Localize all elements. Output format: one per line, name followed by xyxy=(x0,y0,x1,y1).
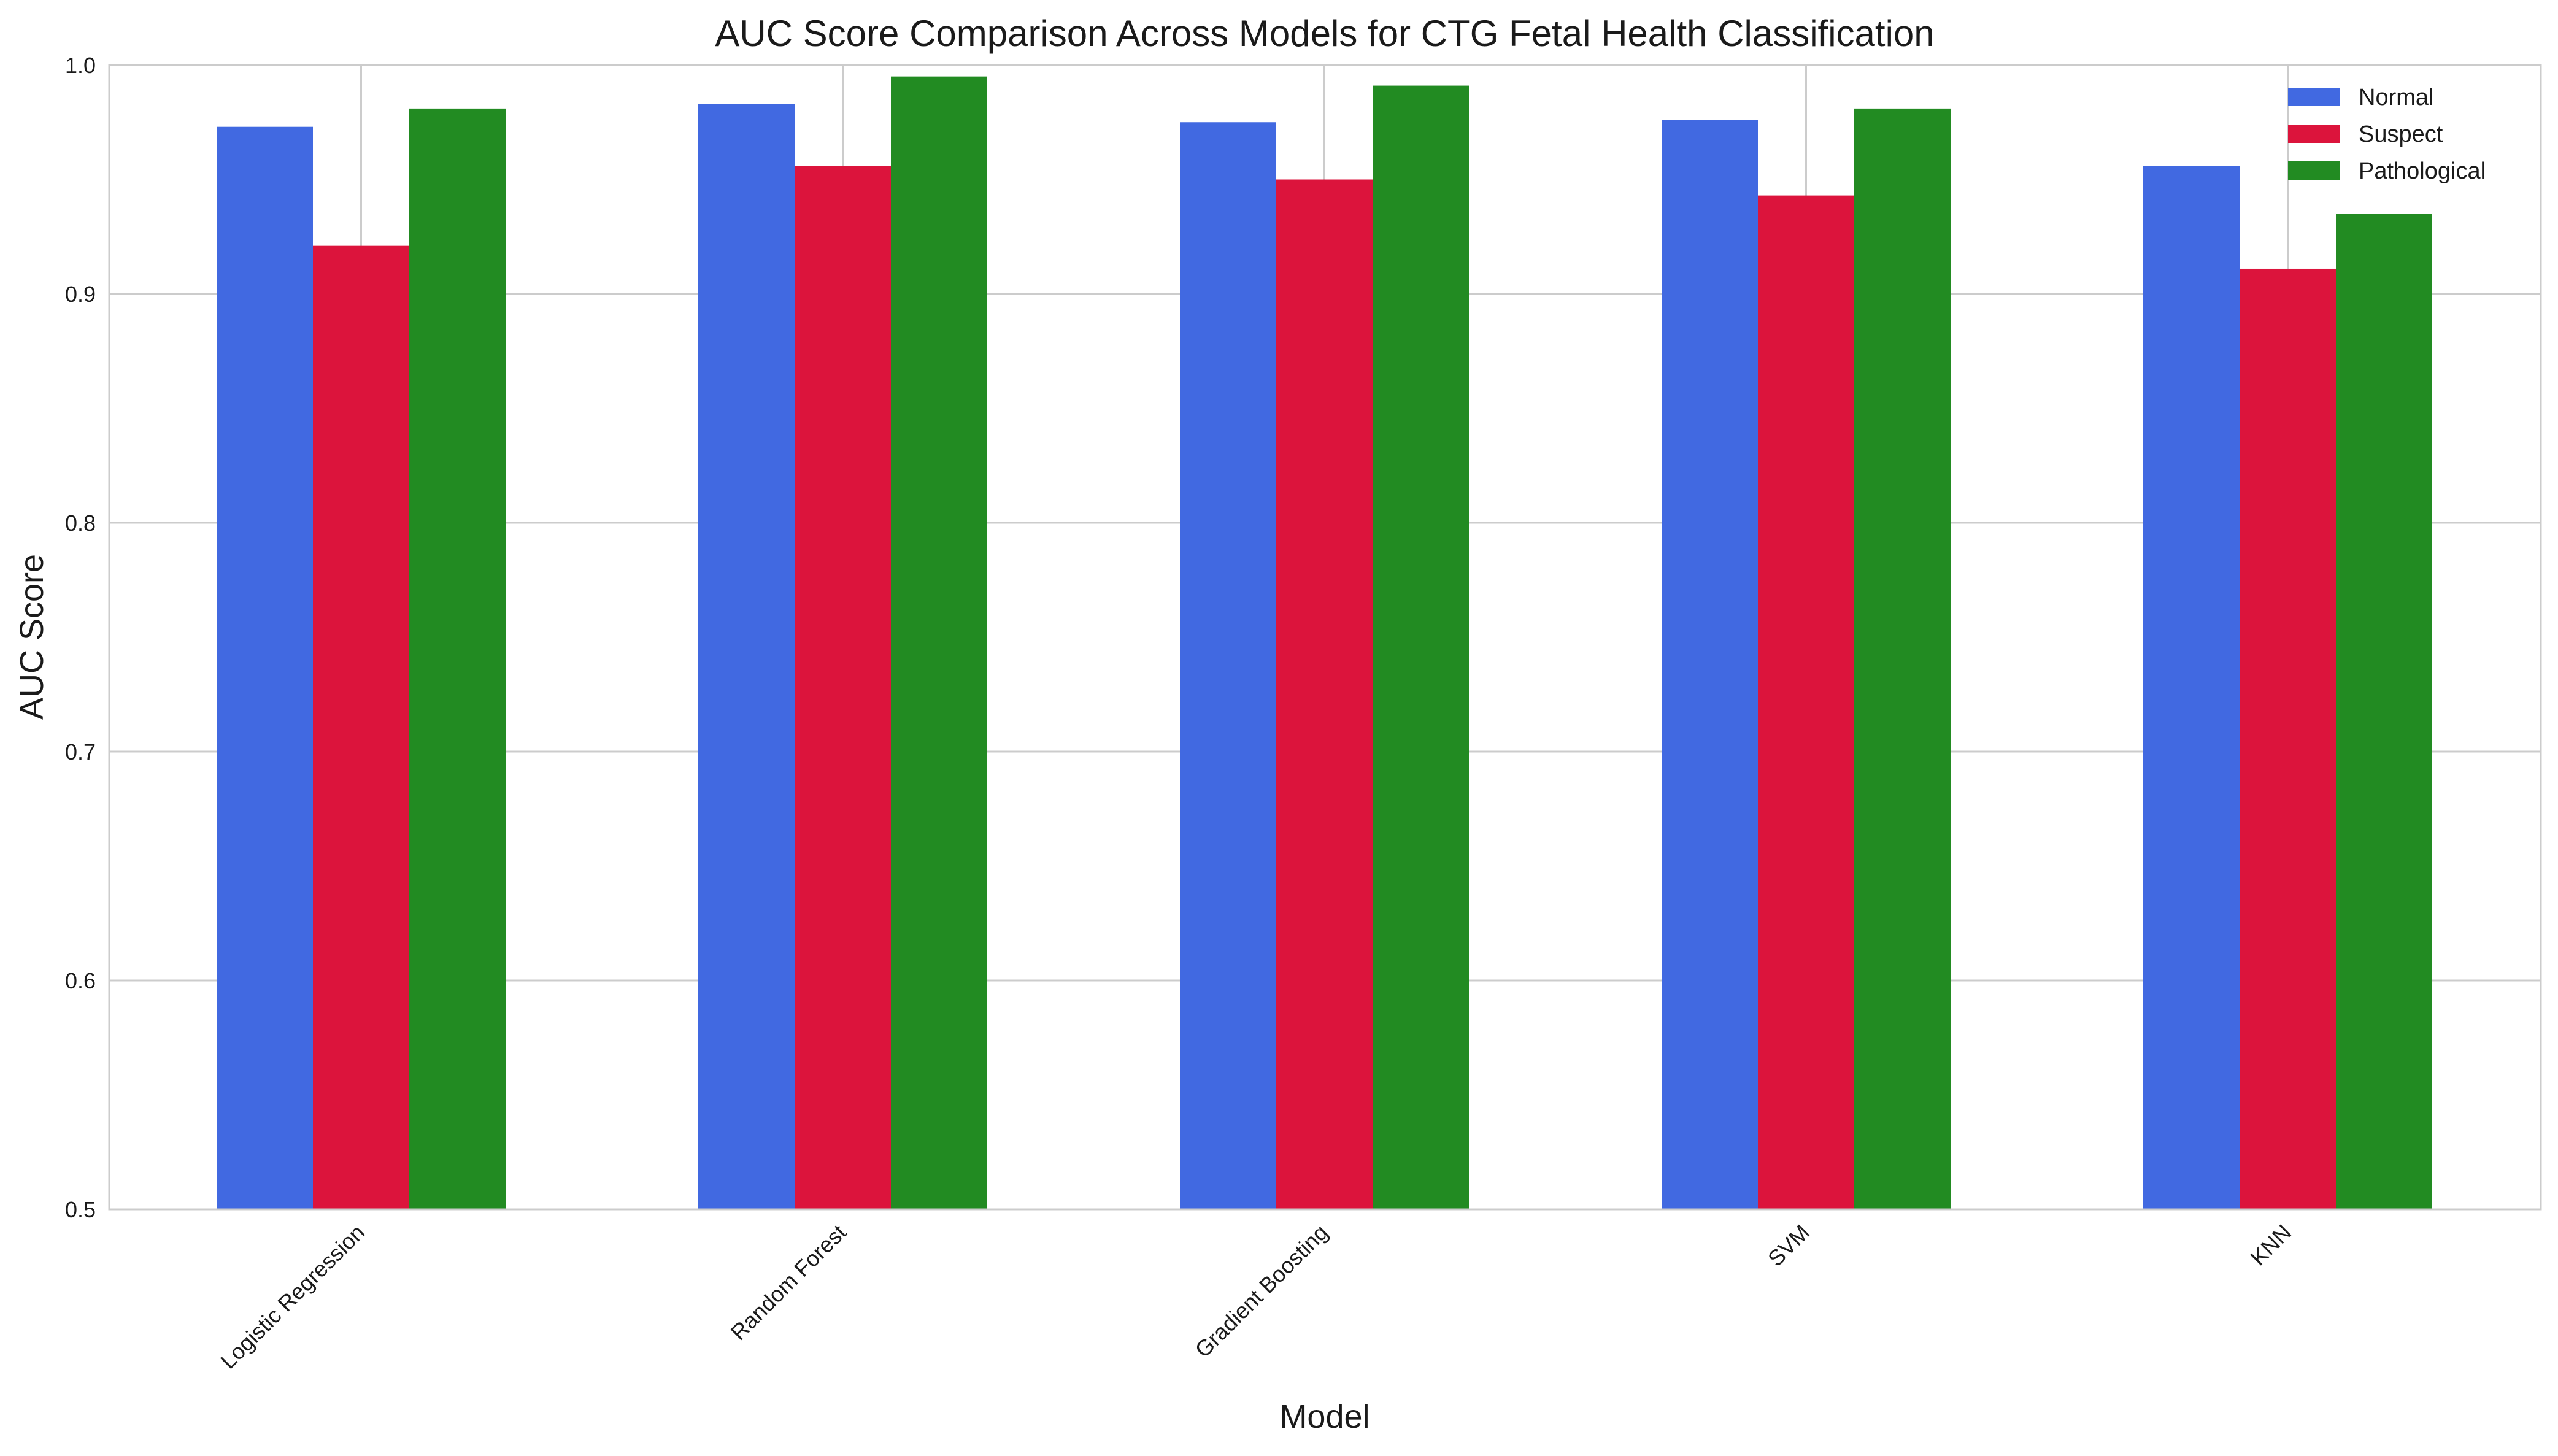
y-tick-label: 0.7 xyxy=(65,739,96,765)
bar-pathological xyxy=(2336,214,2432,1210)
bar-suspect xyxy=(1276,179,1373,1209)
y-tick-label: 0.8 xyxy=(65,510,96,536)
bar-normal xyxy=(1662,120,1758,1209)
bar-suspect xyxy=(313,245,409,1209)
y-axis-label: AUC Score xyxy=(13,554,50,720)
y-tick-label: 0.6 xyxy=(65,968,96,993)
bars xyxy=(217,76,2432,1210)
bar-pathological xyxy=(409,108,506,1209)
bar-normal xyxy=(698,104,795,1209)
y-tick-label: 0.9 xyxy=(65,282,96,307)
bar-pathological xyxy=(891,76,987,1209)
plot-frame xyxy=(108,64,2542,1211)
legend-label-pathological: Pathological xyxy=(2359,158,2486,184)
legend-swatch-pathological xyxy=(2288,161,2340,180)
legend-label-suspect: Suspect xyxy=(2359,121,2443,147)
bar-normal xyxy=(217,126,313,1210)
bar-pathological xyxy=(1854,108,1951,1209)
bar-suspect xyxy=(795,166,891,1209)
bar-suspect xyxy=(1758,195,1854,1209)
y-tick-label: 0.5 xyxy=(65,1197,96,1222)
legend-swatch-normal xyxy=(2288,88,2340,106)
chart-title: AUC Score Comparison Across Models for C… xyxy=(715,13,1934,54)
y-tick-label: 1.0 xyxy=(65,53,96,78)
x-axis-label: Model xyxy=(1279,1398,1370,1435)
legend-label-normal: Normal xyxy=(2359,85,2433,110)
bar-normal xyxy=(2143,166,2240,1209)
legend-swatch-suspect xyxy=(2288,125,2340,143)
bar-suspect xyxy=(2240,268,2336,1210)
bar-normal xyxy=(1180,122,1276,1209)
y-tick-labels: 0.5 0.6 0.7 0.8 0.9 1.0 xyxy=(65,53,96,1222)
legend: Normal Suspect Pathological xyxy=(2288,85,2486,184)
bar-pathological xyxy=(1373,85,1469,1209)
